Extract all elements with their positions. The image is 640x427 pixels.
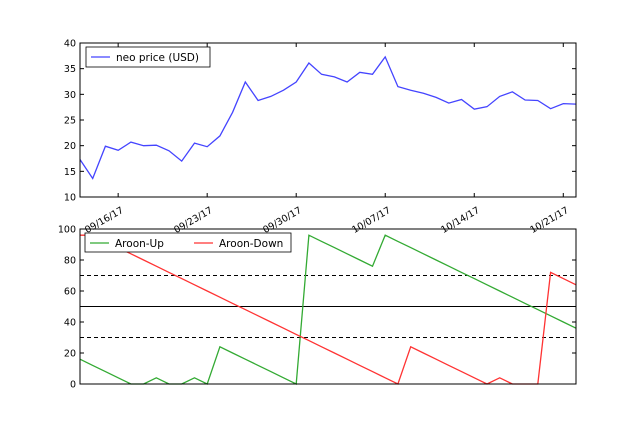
price-legend: neo price (USD) [85, 46, 211, 68]
aroon-y-tick-label: 0 [70, 380, 76, 391]
price-y-tick-label: 15 [64, 167, 76, 178]
aroon-down-legend-label: Aroon-Down [219, 238, 283, 250]
price-y-tick-label: 10 [64, 193, 76, 204]
price-legend-box [85, 46, 211, 68]
aroon-panel: 0 20 40 60 80 100 Aroon-Up Aroon-Down [58, 225, 577, 391]
price-y-axis: 10 15 20 25 30 35 40 [64, 39, 576, 204]
price-y-tick-label: 30 [64, 90, 76, 101]
price-series-layer [79, 55, 577, 180]
price-y-tick-label: 20 [64, 141, 76, 152]
price-y-tick-label: 35 [64, 64, 76, 75]
aroon-up-legend-label: Aroon-Up [115, 238, 164, 250]
aroon-y-tick-label: 60 [64, 287, 76, 298]
price-series-line-0 [79, 55, 577, 180]
aroon-y-tick-label: 20 [64, 349, 76, 360]
aroon-reference-lines [80, 275, 576, 338]
price-legend-label: neo price (USD) [116, 52, 199, 64]
aroon-plot-frame [79, 228, 577, 385]
aroon-y-tick-label: 80 [64, 256, 76, 267]
price-y-tick-label: 25 [64, 116, 76, 127]
aroon-series-line-0 [79, 234, 577, 386]
aroon-legend-box [84, 232, 292, 253]
aroon-y-tick-label: 40 [64, 318, 76, 329]
price-y-tick-label: 40 [64, 39, 76, 50]
aroon-series-layer [79, 234, 577, 386]
aroon-y-tick-label: 100 [58, 225, 76, 236]
aroon-legend: Aroon-Up Aroon-Down [84, 232, 292, 253]
aroon-y-axis: 0 20 40 60 80 100 [58, 225, 576, 391]
aroon-series-line-1 [80, 234, 577, 385]
